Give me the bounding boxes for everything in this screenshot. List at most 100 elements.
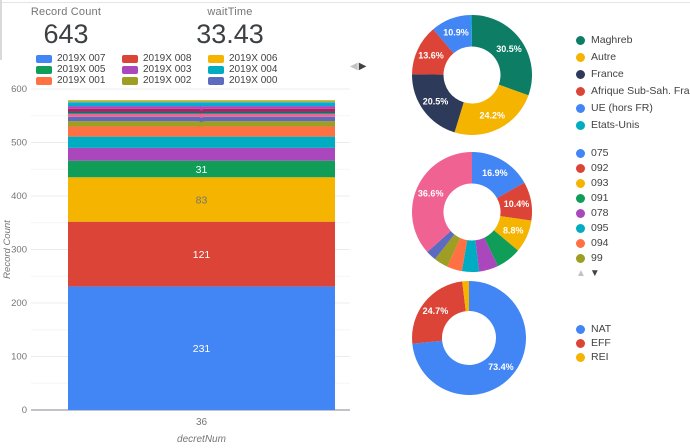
legend-label: UE (hors FR) (591, 102, 653, 114)
legend-item-maghreb[interactable]: Maghreb (576, 34, 690, 46)
pie-slice-092[interactable] (496, 182, 532, 221)
legend-item-2019x-000[interactable]: 2019X 000 (208, 75, 294, 86)
pie-slice-percent-label: 8.8% (503, 225, 524, 235)
legend-dot (576, 86, 585, 96)
legend-dot (576, 193, 585, 203)
pie-slice-99[interactable] (434, 234, 461, 267)
legend-dot (576, 148, 585, 158)
legend-label: 2019X 000 (229, 75, 278, 86)
legend-item-094[interactable]: 094 (576, 237, 609, 249)
legend-down-arrow-icon[interactable]: ▼ (589, 268, 600, 279)
bar-segment-other[interactable] (68, 104, 335, 107)
pie-slice-france[interactable] (412, 74, 464, 133)
legend-item-2019x-005[interactable]: 2019X 005 (36, 64, 122, 75)
bar-segment-2019x-007[interactable] (68, 286, 335, 410)
y-axis-tick-label: 0 (22, 405, 27, 416)
pie-slice-etats-unis[interactable] (470, 15, 472, 47)
y-axis-tick-label: 500 (11, 138, 27, 149)
legend-item-rei[interactable]: REI (576, 351, 611, 363)
bar-segment-2019x-005[interactable] (68, 160, 335, 178)
legend-label: 093 (591, 177, 609, 189)
legend-item-2019x-002[interactable]: 2019X 002 (122, 75, 208, 86)
bar-segment-other[interactable] (68, 111, 335, 114)
legend-item-etats-unis[interactable]: Etats-Unis (576, 119, 690, 131)
legend-item-france[interactable]: France (576, 68, 690, 80)
bar-segment-2019x-003[interactable] (68, 147, 335, 161)
bar-segment-other[interactable] (68, 113, 335, 117)
bar-segment-2019x-001[interactable] (68, 126, 335, 137)
bar-segment-other[interactable] (68, 100, 335, 103)
legend-swatch (122, 65, 138, 74)
pie-slice-093[interactable] (493, 216, 532, 251)
bar-segment-other[interactable] (68, 106, 335, 109)
legend-item-095[interactable]: 095 (576, 222, 609, 234)
pie-slice-eff[interactable] (412, 281, 466, 344)
bar-segment-2019x-006[interactable] (68, 177, 335, 222)
pie-slice-095[interactable] (461, 240, 480, 272)
pie-slice-094[interactable] (447, 237, 468, 272)
page-left-border (0, 0, 2, 60)
donut-chart-origins[interactable]: 30.5% 24.2% 20.5% 13.6% 10.9% (405, 10, 535, 140)
legend-label: EFF (591, 337, 611, 349)
legend-label: Afrique Sub-Sah. Franco. (591, 85, 690, 97)
scorecard-waittime-label: waitTime (207, 6, 253, 18)
pie-slice-other[interactable] (427, 230, 455, 260)
legend-label: 2019X 007 (57, 53, 106, 64)
legend-label: France (591, 68, 624, 80)
legend-item-eff[interactable]: EFF (576, 337, 611, 349)
pie-slice-percent-label: 30.5% (496, 44, 522, 54)
legend-dot (576, 69, 585, 79)
scorecard-record-count-label: Record Count (30, 6, 102, 18)
legend-item-075[interactable]: 075 (576, 147, 609, 159)
pie-slice-maghreb[interactable] (472, 15, 532, 96)
legend-item-092[interactable]: 092 (576, 162, 609, 174)
pie-slice-other[interactable] (412, 152, 472, 252)
pie-slice-autre[interactable] (454, 84, 529, 135)
pie-slice-nat[interactable] (412, 281, 526, 395)
bar-segment-other[interactable] (68, 102, 335, 105)
scorecard-record-count-value: 643 (43, 19, 89, 49)
pie-slice-afrique-sub-sah.-franco.[interactable] (412, 29, 454, 75)
legend-item-2019x-006[interactable]: 2019X 006 (208, 53, 294, 64)
legend-item-99[interactable]: 99 (576, 252, 609, 264)
legend-item-2019x-008[interactable]: 2019X 008 (122, 53, 208, 64)
legend-item-nat[interactable]: NAT (576, 323, 611, 335)
legend-item-ue-(hors-fr)[interactable]: UE (hors FR) (576, 102, 690, 114)
bar-segment-other[interactable] (68, 108, 335, 112)
legend-swatch (122, 76, 138, 85)
bar-segment-2019x-008[interactable] (68, 221, 335, 287)
bar-segment-2019x-000[interactable] (68, 116, 335, 122)
legend-item-078[interactable]: 078 (576, 207, 609, 219)
pie-slice-percent-label: 10.4% (504, 199, 530, 209)
legend-dot (576, 120, 585, 130)
legend-item-afrique-sub-sah.-franco.[interactable]: Afrique Sub-Sah. Franco. (576, 85, 690, 97)
legend-item-091[interactable]: 091 (576, 192, 609, 204)
bar-segment-value: 19 (197, 127, 206, 136)
pie-slice-091[interactable] (484, 230, 518, 267)
legend-item-autre[interactable]: Autre (576, 51, 690, 63)
legend-item-093[interactable]: 093 (576, 177, 609, 189)
bar-segment-value: 121 (193, 249, 211, 261)
stacked-bar-chart[interactable]: 0 100 200 300 400 500 600 231 121 83 31 24 21 1910865… (0, 84, 365, 448)
legend-item-2019x-004[interactable]: 2019X 004 (208, 64, 294, 75)
donut-chart-departments[interactable]: 16.9% 10.4% 8.8% 36.6% (405, 148, 535, 278)
donut-chart-types[interactable]: 73.4% 24.7% (403, 278, 527, 402)
legend-up-arrow-icon[interactable]: ▲ (576, 268, 586, 279)
legend-item-2019x-001[interactable]: 2019X 001 (36, 75, 122, 86)
legend-item-2019x-003[interactable]: 2019X 003 (122, 64, 208, 75)
legend-prev-arrow-icon[interactable]: ◀ (350, 61, 358, 72)
legend-swatch (208, 54, 224, 63)
legend-dot (576, 352, 585, 362)
bar-segment-value: 21 (197, 138, 206, 147)
legend-dot (576, 178, 585, 188)
pie-slice-078[interactable] (475, 237, 498, 272)
pie-slice-ue-(hors-fr)[interactable] (433, 15, 472, 54)
legend-item-2019x-007[interactable]: 2019X 007 (36, 53, 122, 64)
bar-segment-2019x-004[interactable] (68, 136, 335, 148)
bar-segment-2019x-002[interactable] (68, 121, 335, 127)
legend-label: REI (591, 351, 609, 363)
legend-next-arrow-icon[interactable]: ▶ (358, 61, 367, 72)
pie-slice-percent-label: 16.9% (482, 168, 508, 178)
pie-slice-075[interactable] (472, 152, 525, 199)
pie-slice-rei[interactable] (462, 281, 469, 312)
